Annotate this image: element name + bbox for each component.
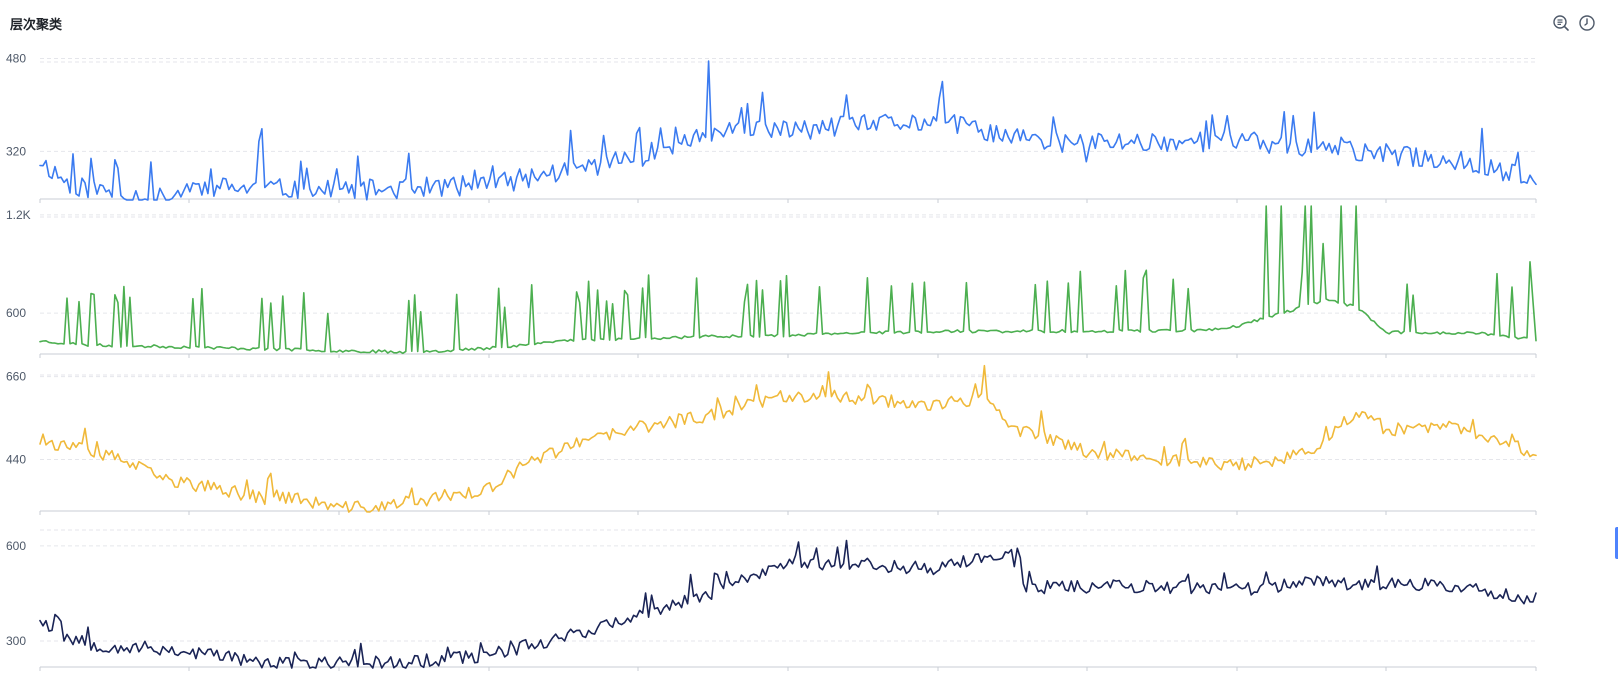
y-tick-label: 660	[6, 370, 26, 384]
scroll-handle[interactable]	[1615, 527, 1618, 559]
history-clock-icon[interactable]	[1578, 14, 1596, 32]
list-search-icon[interactable]	[1552, 14, 1570, 32]
chart-toolbar	[1552, 14, 1596, 32]
y-tick-label: 1.2K	[6, 208, 31, 222]
series-line	[39, 364, 1537, 513]
y-tick-label: 440	[6, 452, 26, 466]
y-tick-label: 600	[6, 306, 26, 320]
y-tick-label: 320	[6, 144, 26, 158]
series-line	[39, 205, 1537, 355]
y-tick-label: 600	[6, 539, 26, 553]
series-line	[39, 539, 1537, 669]
series-line	[39, 60, 1537, 201]
chart-title: 层次聚类	[10, 17, 63, 32]
y-tick-label: 480	[6, 51, 26, 65]
y-tick-label: 300	[6, 634, 26, 648]
